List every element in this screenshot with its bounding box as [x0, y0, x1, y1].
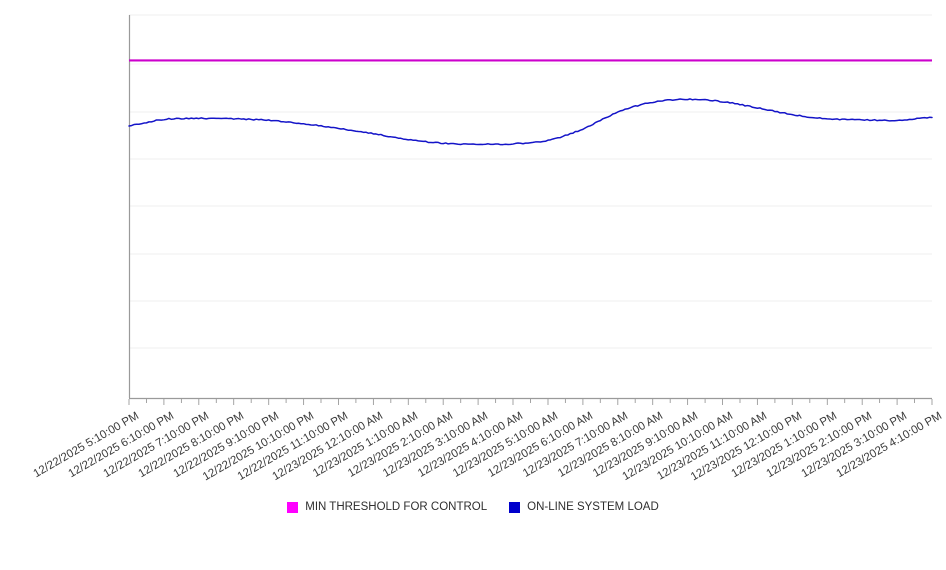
gridlines-group [129, 14, 932, 349]
x-axis-minor-ticks [128, 399, 933, 405]
legend-item-online-system-load[interactable]: ON-LINE SYSTEM LOAD [509, 501, 659, 513]
legend-label-online-system-load: ON-LINE SYSTEM LOAD [527, 501, 659, 513]
legend-swatch-online-system-load [509, 501, 521, 513]
legend-label-min-threshold: MIN THRESHOLD FOR CONTROL [305, 501, 488, 513]
online-system-load-series-line [128, 98, 933, 146]
chart-background [0, 0, 946, 526]
legend-swatch-min-threshold [287, 501, 299, 513]
chart-legend: MIN THRESHOLD FOR CONTROL ON-LINE SYSTEM… [0, 494, 946, 520]
legend-item-min-threshold[interactable]: MIN THRESHOLD FOR CONTROL [287, 501, 487, 513]
chart-plot-svg [0, 0, 946, 526]
chart-container: 12/22/2025 5:10:00 PM 12/22/2025 6:10:00 … [0, 0, 946, 526]
